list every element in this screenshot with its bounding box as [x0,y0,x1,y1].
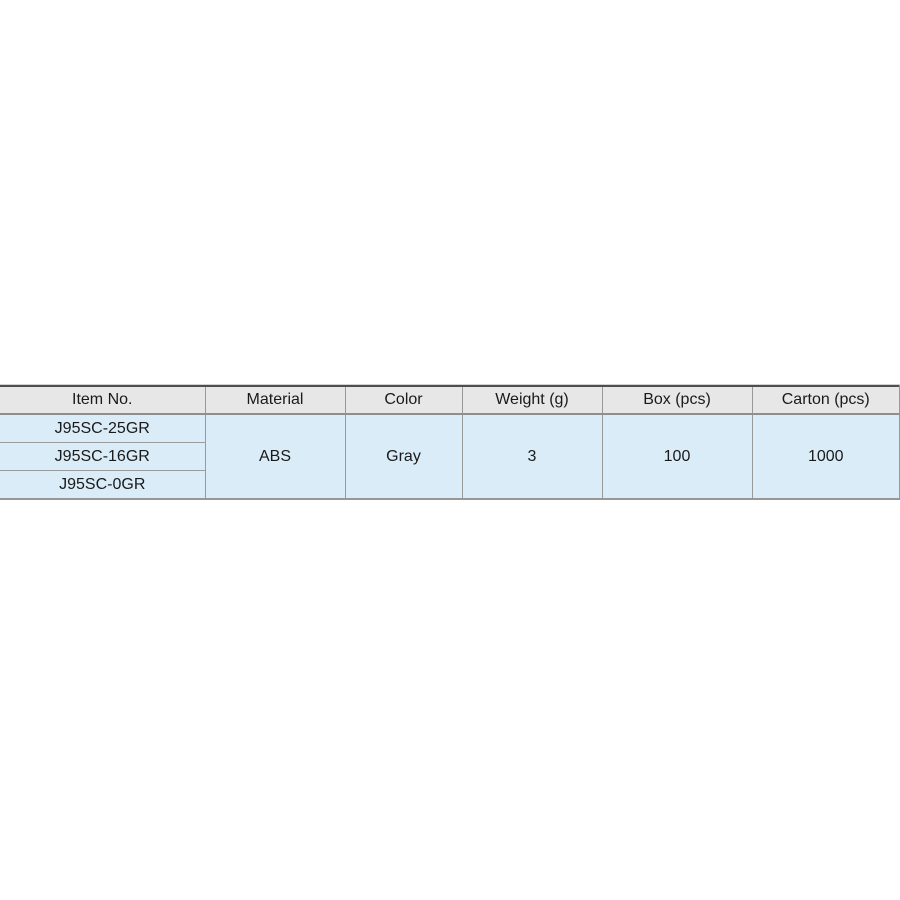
item-no-cell: J95SC-0GR [0,470,205,499]
weight-cell: 3 [461,414,602,499]
item-no-cell: J95SC-25GR [0,414,205,443]
table-header: Item No. Material Color Weight (g) Box (… [0,386,900,415]
table-row: J95SC-0GR [0,470,900,499]
box-cell: 100 [601,414,752,499]
table-body: J95SC-25GR ABS Gray 3 100 1000 J95SC-16G… [0,414,900,499]
header-row: Item No. Material Color Weight (g) Box (… [0,386,900,415]
product-spec-table: Item No. Material Color Weight (g) Box (… [0,385,900,500]
col-header-weight: Weight (g) [461,386,602,415]
col-header-box: Box (pcs) [601,386,752,415]
col-header-material: Material [204,386,345,415]
col-header-color: Color [344,386,462,415]
col-header-item-no: Item No. [0,386,205,415]
carton-cell: 1000 [751,414,900,499]
material-cell: ABS [204,414,345,499]
table-row: J95SC-16GR [0,442,900,471]
col-header-carton: Carton (pcs) [751,386,900,415]
item-no-cell: J95SC-16GR [0,442,205,471]
spec-table-container: Item No. Material Color Weight (g) Box (… [0,384,900,500]
color-cell: Gray [344,414,462,499]
table-row: J95SC-25GR ABS Gray 3 100 1000 [0,414,900,499]
